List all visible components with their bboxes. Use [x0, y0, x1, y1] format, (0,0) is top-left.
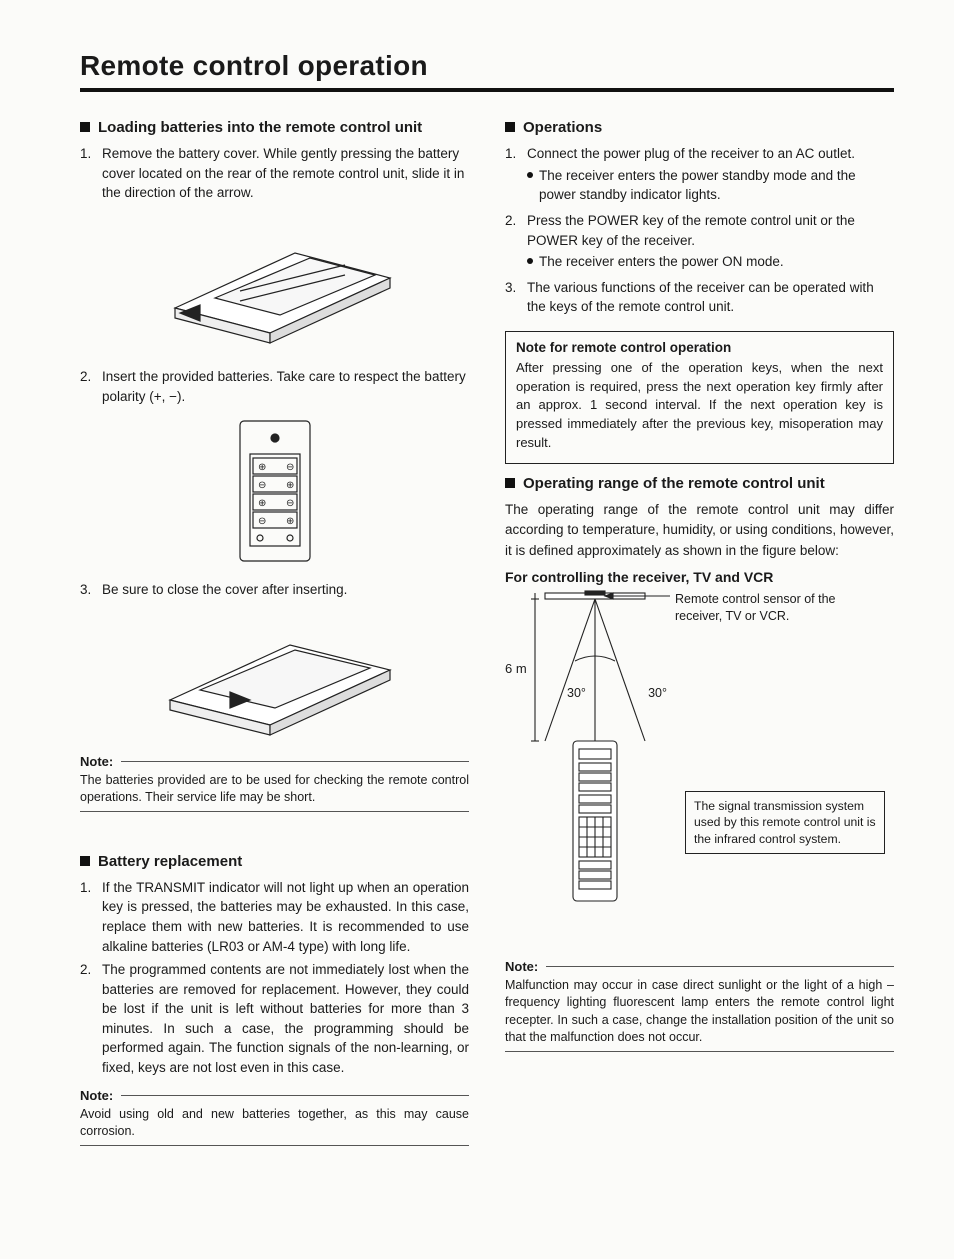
loading-steps-cont2: 3. Be sure to close the cover after inse…	[80, 580, 469, 600]
page-title: Remote control operation	[80, 50, 894, 92]
svg-text:⊖: ⊖	[258, 516, 266, 527]
figure-remove-cover	[80, 213, 469, 353]
step-body: Connect the power plug of the receiver t…	[527, 144, 894, 207]
angle-left: 30°	[567, 686, 586, 700]
page: Remote control operation Loading batteri…	[0, 0, 954, 1259]
sub-text: The receiver enters the power standby mo…	[539, 166, 894, 205]
figure-battery-polarity: ⊕ ⊖ ⊖ ⊕ ⊕ ⊖	[80, 416, 469, 566]
horizontal-rule	[505, 1051, 894, 1052]
square-bullet-icon	[505, 122, 515, 132]
section-heading-range: Operating range of the remote control un…	[505, 474, 894, 494]
heading-text: Operations	[523, 118, 602, 138]
ir-system-box: The signal transmission system used by t…	[685, 791, 885, 854]
note-text: Avoid using old and new batteries togeth…	[80, 1106, 469, 1141]
figure-close-cover	[80, 610, 469, 740]
note-label: Note:	[80, 1088, 113, 1103]
right-column: Operations 1. Connect the power plug of …	[505, 108, 894, 1152]
square-bullet-icon	[80, 856, 90, 866]
svg-text:⊖: ⊖	[258, 480, 266, 491]
box-text: After pressing one of the operation keys…	[516, 359, 883, 453]
list-item: 2. Press the POWER key of the remote con…	[505, 211, 894, 274]
section-heading-operations: Operations	[505, 118, 894, 138]
list-item: 3. The various functions of the receiver…	[505, 278, 894, 317]
horizontal-rule	[80, 1145, 469, 1146]
section-heading-replacement: Battery replacement	[80, 852, 469, 872]
heading-text: Battery replacement	[98, 852, 242, 872]
two-column-layout: Loading batteries into the remote contro…	[80, 108, 894, 1152]
loading-steps-cont1: 2. Insert the provided batteries. Take c…	[80, 367, 469, 406]
step-text: The various functions of the receiver ca…	[527, 278, 894, 317]
note-loading: Note: The batteries provided are to be u…	[80, 754, 469, 812]
range-subhead: For controlling the receiver, TV and VCR	[505, 569, 894, 585]
horizontal-rule	[121, 1095, 469, 1096]
loading-steps: 1. Remove the battery cover. While gentl…	[80, 144, 469, 203]
bullet-dot-icon	[527, 172, 533, 178]
step-number: 1.	[80, 144, 96, 203]
list-item: 2. Insert the provided batteries. Take c…	[80, 367, 469, 406]
step-text: Remove the battery cover. While gently p…	[102, 144, 469, 203]
svg-text:⊖: ⊖	[286, 462, 294, 473]
sensor-caption: Remote control sensor of the receiver, T…	[675, 591, 865, 625]
step-number: 2.	[505, 211, 521, 274]
note-range: Note: Malfunction may occur in case dire…	[505, 959, 894, 1052]
left-column: Loading batteries into the remote contro…	[80, 108, 469, 1152]
note-replacement: Note: Avoid using old and new batteries …	[80, 1088, 469, 1146]
step-number: 1.	[505, 144, 521, 207]
square-bullet-icon	[505, 478, 515, 488]
note-text: The batteries provided are to be used fo…	[80, 772, 469, 807]
angle-right: 30°	[648, 686, 667, 700]
note-text: Malfunction may occur in case direct sun…	[505, 977, 894, 1047]
horizontal-rule	[546, 966, 894, 967]
list-item: 3. Be sure to close the cover after inse…	[80, 580, 469, 600]
sub-bullet: The receiver enters the power ON mode.	[527, 252, 894, 272]
step-text: Insert the provided batteries. Take care…	[102, 367, 469, 406]
horizontal-rule	[80, 811, 469, 812]
angle-labels: 30° 30°	[567, 686, 667, 700]
svg-text:⊕: ⊕	[286, 480, 294, 491]
svg-text:⊕: ⊕	[286, 516, 294, 527]
svg-text:⊕: ⊕	[258, 498, 266, 509]
list-item: 2. The programmed contents are not immed…	[80, 960, 469, 1077]
step-number: 3.	[505, 278, 521, 317]
list-item: 1. If the TRANSMIT indicator will not li…	[80, 878, 469, 956]
step-number: 2.	[80, 960, 96, 1077]
list-item: 1. Connect the power plug of the receive…	[505, 144, 894, 207]
section-heading-loading: Loading batteries into the remote contro…	[80, 118, 469, 138]
distance-label: 6 m	[505, 661, 527, 676]
bullet-dot-icon	[527, 258, 533, 264]
svg-text:⊕: ⊕	[258, 462, 266, 473]
heading-text: Operating range of the remote control un…	[523, 474, 825, 494]
step-body: Press the POWER key of the remote contro…	[527, 211, 894, 274]
operations-steps: 1. Connect the power plug of the receive…	[505, 144, 894, 317]
sub-bullet: The receiver enters the power standby mo…	[527, 166, 894, 205]
boxed-note-operations: Note for remote control operation After …	[505, 331, 894, 464]
step-number: 3.	[80, 580, 96, 600]
replacement-steps: 1. If the TRANSMIT indicator will not li…	[80, 878, 469, 1078]
figure-operating-range: Remote control sensor of the receiver, T…	[505, 591, 894, 911]
step-text: The programmed contents are not immediat…	[102, 960, 469, 1077]
sub-text: The receiver enters the power ON mode.	[539, 252, 784, 272]
svg-text:⊖: ⊖	[286, 498, 294, 509]
list-item: 1. Remove the battery cover. While gentl…	[80, 144, 469, 203]
step-text: Be sure to close the cover after inserti…	[102, 580, 469, 600]
square-bullet-icon	[80, 122, 90, 132]
step-number: 1.	[80, 878, 96, 956]
note-label: Note:	[80, 754, 113, 769]
note-label: Note:	[505, 959, 538, 974]
step-text: If the TRANSMIT indicator will not light…	[102, 878, 469, 956]
horizontal-rule	[121, 761, 469, 762]
step-text: Press the POWER key of the remote contro…	[527, 213, 855, 248]
step-number: 2.	[80, 367, 96, 406]
range-intro: The operating range of the remote contro…	[505, 500, 894, 561]
step-text: Connect the power plug of the receiver t…	[527, 146, 855, 161]
heading-text: Loading batteries into the remote contro…	[98, 118, 422, 138]
box-title: Note for remote control operation	[516, 340, 883, 355]
